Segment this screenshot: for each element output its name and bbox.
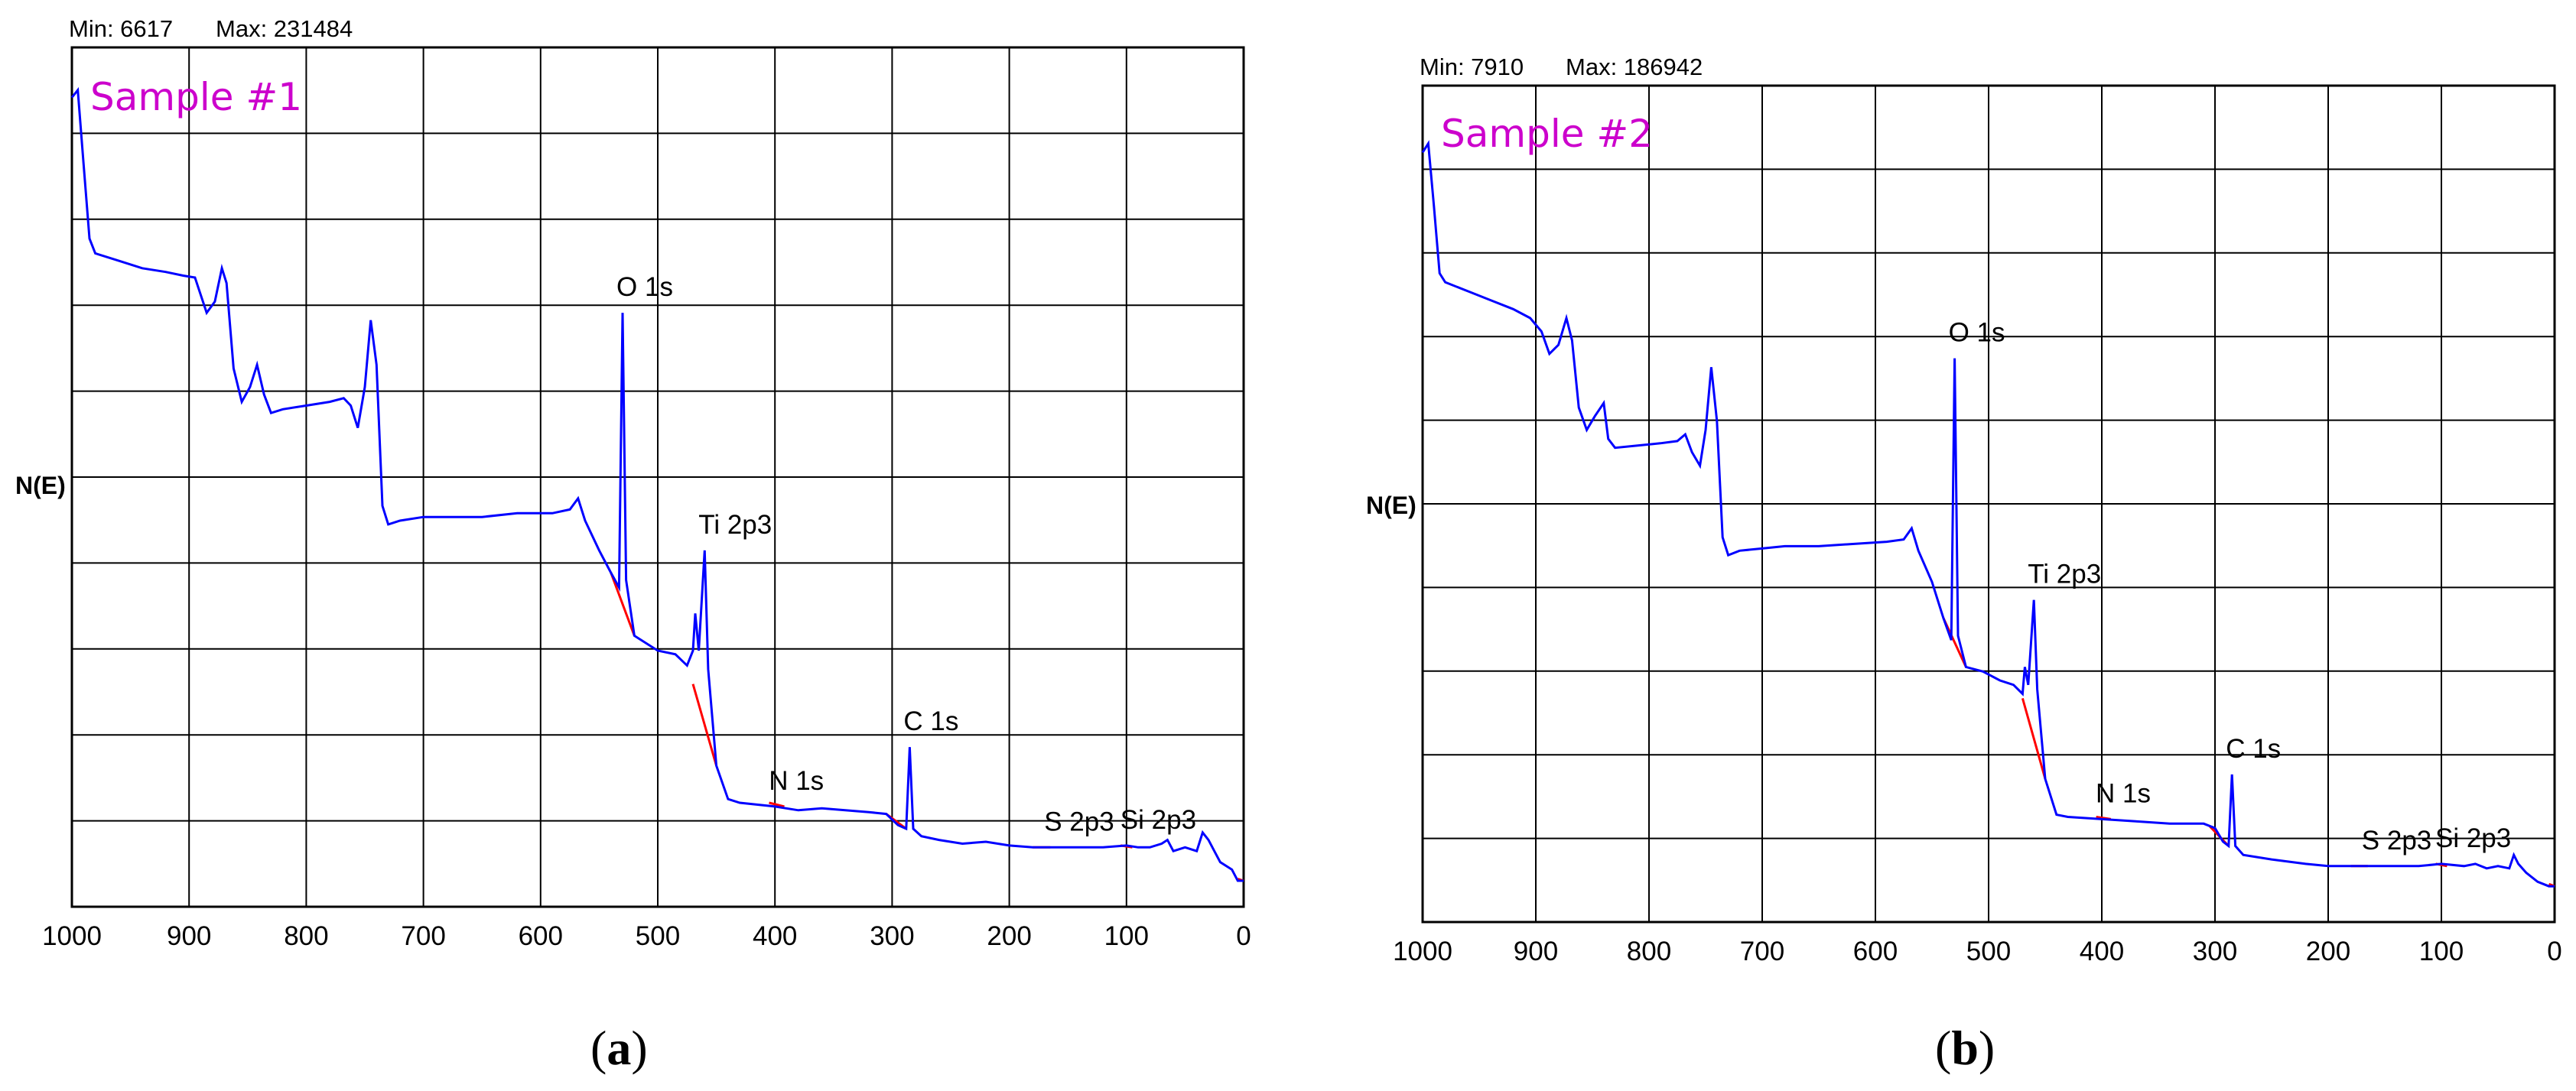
grid bbox=[1423, 86, 2555, 922]
x-tick-label: 400 bbox=[2080, 937, 2124, 966]
x-tick-label: 500 bbox=[1966, 937, 2011, 966]
sample-label: Sample #1 bbox=[90, 75, 302, 119]
peak-label: S 2p3 bbox=[1044, 807, 1114, 836]
x-tick-label: 900 bbox=[167, 921, 211, 951]
x-tick-labels: 1000 900 800 700 600 500 400 300 200 100 0 bbox=[42, 921, 1251, 951]
plot-frame bbox=[70, 46, 1245, 908]
x-tick-labels: 1000 900 800 700 600 500 400 300 200 100 0 bbox=[1393, 937, 2562, 966]
x-tick-label: 100 bbox=[2419, 937, 2464, 966]
x-tick-label: 100 bbox=[1104, 921, 1149, 951]
x-tick-label: 300 bbox=[870, 921, 914, 951]
fit-segment bbox=[769, 801, 785, 808]
x-tick-label: 500 bbox=[636, 921, 680, 951]
x-tick-label: 700 bbox=[401, 921, 445, 951]
x-tick-label: 200 bbox=[987, 921, 1031, 951]
caption-letter: b bbox=[1951, 1021, 1979, 1075]
peak-label: Si 2p3 bbox=[2435, 823, 2511, 853]
min-label: Min: 6617 bbox=[69, 15, 173, 42]
x-tick-label: 900 bbox=[1514, 937, 1558, 966]
y-axis-label: N(E) bbox=[1366, 492, 1416, 519]
peak-label: S 2p3 bbox=[2362, 826, 2431, 856]
panel-b: Min: 7910 Max: 186942 O 1s Ti 2p3 N 1s C 1s… bbox=[1366, 54, 2562, 1075]
y-axis-label: N(E) bbox=[15, 472, 66, 499]
x-tick-label: 700 bbox=[1740, 937, 1784, 966]
x-tick-label: 0 bbox=[2547, 937, 2561, 966]
caption-b: (b) bbox=[1935, 1021, 1995, 1075]
peak-label: O 1s bbox=[1949, 318, 2005, 348]
caption-a: (a) bbox=[590, 1021, 648, 1075]
x-tick-label: 1000 bbox=[42, 921, 102, 951]
caption-letter: a bbox=[607, 1021, 631, 1075]
max-label: Max: 186942 bbox=[1566, 54, 1703, 80]
spectrum-line bbox=[1421, 140, 2555, 888]
peak-label: N 1s bbox=[2096, 778, 2151, 808]
x-tick-label: 1000 bbox=[1393, 937, 1452, 966]
max-label: Max: 231484 bbox=[216, 15, 353, 42]
spectrum-line bbox=[70, 86, 1244, 882]
sample-label: Sample #2 bbox=[1441, 112, 1653, 156]
x-tick-label: 400 bbox=[753, 921, 797, 951]
peak-label: C 1s bbox=[903, 706, 958, 736]
peak-label: Si 2p3 bbox=[1120, 805, 1196, 835]
peak-labels: O 1s Ti 2p3 N 1s C 1s S 2p3 Si 2p3 bbox=[1949, 318, 2512, 856]
peak-label: O 1s bbox=[616, 272, 673, 302]
x-tick-label: 200 bbox=[2306, 937, 2350, 966]
x-tick-label: 600 bbox=[519, 921, 563, 951]
x-tick-label: 300 bbox=[2193, 937, 2237, 966]
fit-segment bbox=[2021, 697, 2047, 780]
peak-label: N 1s bbox=[769, 766, 824, 796]
panel-a: Min: 6617 Max: 231484 O 1s Ti 2p3 N 1s C 1s… bbox=[15, 15, 1251, 1075]
min-label: Min: 7910 bbox=[1420, 54, 1524, 80]
x-tick-label: 0 bbox=[1236, 921, 1251, 951]
x-tick-label: 800 bbox=[284, 921, 328, 951]
x-tick-label: 600 bbox=[1853, 937, 1898, 966]
peak-label: Ti 2p3 bbox=[2028, 560, 2101, 589]
fit-segment bbox=[691, 683, 718, 766]
peak-label: C 1s bbox=[2226, 734, 2281, 764]
peak-label: Ti 2p3 bbox=[698, 510, 772, 540]
x-tick-label: 800 bbox=[1627, 937, 1671, 966]
grid bbox=[72, 47, 1244, 907]
peak-labels: O 1s Ti 2p3 N 1s C 1s S 2p3 Si 2p3 bbox=[616, 272, 1196, 836]
fit-segment bbox=[610, 572, 636, 637]
plot-frame bbox=[1421, 84, 2556, 924]
